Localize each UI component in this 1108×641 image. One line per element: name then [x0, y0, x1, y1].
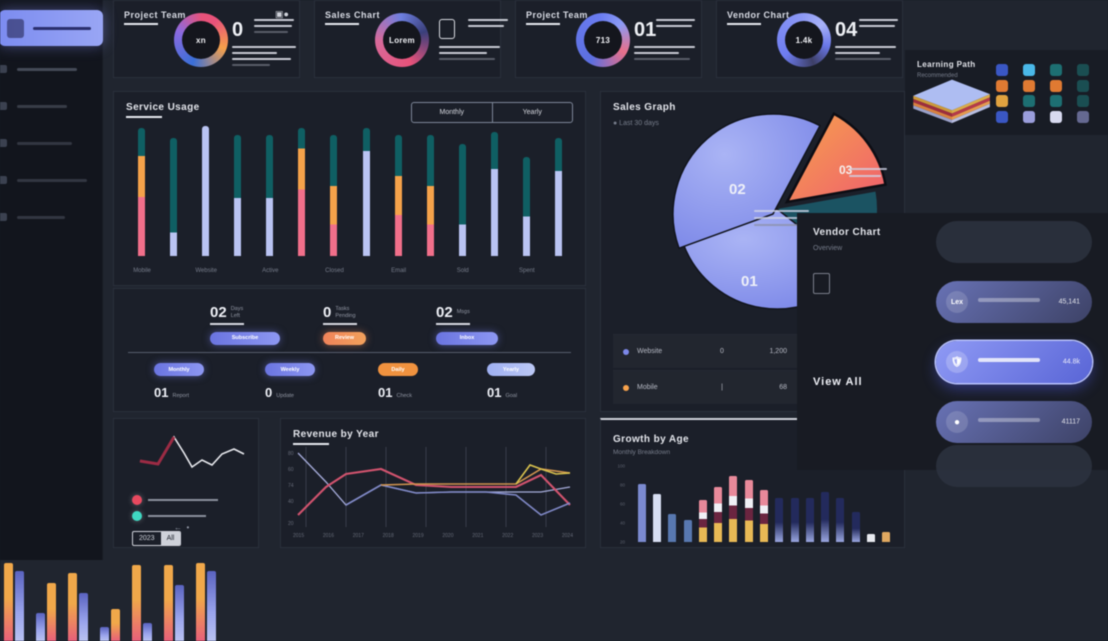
svg-text:20: 20 [288, 521, 294, 527]
svg-text:80: 80 [288, 451, 294, 457]
svg-text:01: 01 [741, 273, 758, 290]
svg-text:40: 40 [288, 499, 294, 505]
svg-text:02: 02 [729, 181, 746, 198]
svg-text:60: 60 [288, 467, 294, 473]
svg-text:74: 74 [288, 483, 294, 489]
